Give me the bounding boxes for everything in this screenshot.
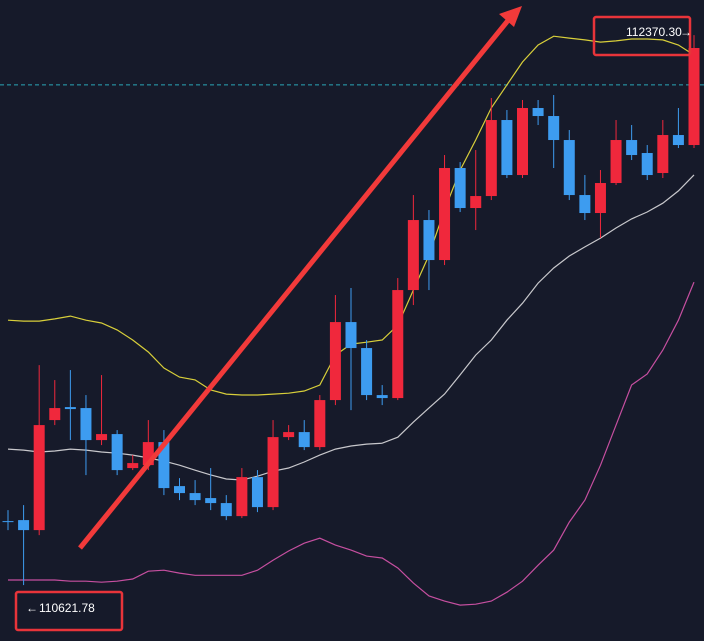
candle-body <box>142 442 154 466</box>
max-label-arrow: → <box>680 25 692 39</box>
candle-body <box>298 432 310 448</box>
candle-body <box>641 153 653 176</box>
candle-body <box>376 395 388 399</box>
candle-body <box>96 434 108 441</box>
candle-body <box>18 520 30 531</box>
candle-body <box>111 434 123 471</box>
candle-body <box>174 486 185 494</box>
candle-body <box>314 400 326 448</box>
candle-body <box>236 477 248 517</box>
candle-body <box>626 140 638 156</box>
min-label: 110621.78 <box>39 601 95 615</box>
candle-layer <box>2 35 700 586</box>
candle-body <box>610 140 622 184</box>
candle-body <box>80 408 92 441</box>
max-label: 112370.30 <box>626 25 682 39</box>
candle-body <box>579 195 591 214</box>
candle-body <box>688 47 700 146</box>
candle-body <box>49 408 61 421</box>
candle-body <box>33 425 45 531</box>
candle-body <box>548 116 560 141</box>
candle-body <box>501 120 513 176</box>
candle-body <box>454 168 466 209</box>
trend-arrow-head <box>499 6 522 27</box>
candle-body <box>283 432 295 438</box>
candle-body <box>205 498 217 504</box>
candle-body <box>657 135 669 174</box>
candle-body <box>267 437 279 508</box>
candle-body <box>64 407 76 410</box>
candle-body <box>2 521 14 523</box>
candle-body <box>407 220 419 291</box>
candle-body <box>594 183 606 214</box>
candle-body <box>189 493 201 501</box>
candle-body <box>127 463 139 469</box>
candle-body <box>392 290 404 399</box>
candle-body <box>220 503 232 517</box>
candle-body <box>251 477 263 508</box>
max-label-box <box>592 15 692 57</box>
candle-body <box>672 135 684 146</box>
candle-body <box>329 322 341 401</box>
candle-body <box>563 140 575 196</box>
min-label-box <box>14 590 124 632</box>
band-line <box>8 281 695 606</box>
candle-body <box>345 322 357 349</box>
candle-body <box>485 120 497 197</box>
candle-body <box>532 108 544 117</box>
candle-body <box>423 220 435 261</box>
candle-body <box>517 108 528 176</box>
candle-body <box>470 196 482 209</box>
candle-body <box>361 348 373 396</box>
candle-body <box>158 442 170 489</box>
candle-body <box>439 168 451 261</box>
trend-arrow <box>78 16 512 550</box>
min-label-arrow: ← <box>26 601 38 615</box>
